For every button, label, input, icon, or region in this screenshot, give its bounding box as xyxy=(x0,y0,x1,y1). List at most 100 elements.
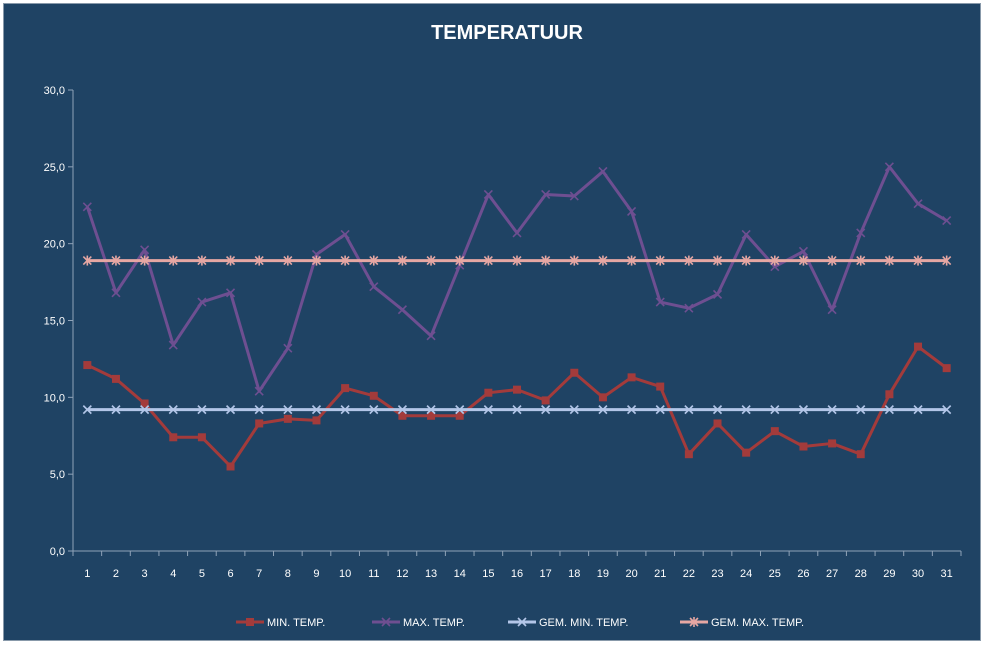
data-point-gem-max-temp xyxy=(168,255,178,266)
data-point-gem-min-temp xyxy=(541,405,551,415)
x-tick-label: 10 xyxy=(339,568,351,580)
data-point-max-temp xyxy=(798,246,809,256)
data-point-gem-min-temp xyxy=(225,405,236,415)
data-point-gem-max-temp xyxy=(311,255,322,266)
data-point-max-temp xyxy=(913,199,923,209)
x-tick-label: 22 xyxy=(683,568,695,580)
data-point-gem-max-temp xyxy=(512,255,522,266)
data-point-max-temp xyxy=(942,216,952,226)
legend-label-gem-min-temp: GEM. MIN. TEMP. xyxy=(539,617,628,629)
data-point-max-temp xyxy=(884,162,894,172)
data-point-max-temp xyxy=(254,386,264,396)
x-tick-label: 4 xyxy=(170,568,176,580)
data-point-gem-min-temp xyxy=(254,405,264,415)
data-point-gem-min-temp xyxy=(798,405,809,415)
data-point-min-temp xyxy=(627,373,636,382)
data-point-gem-min-temp xyxy=(942,405,952,415)
data-point-gem-min-temp xyxy=(741,405,751,415)
y-tick-label: 0,0 xyxy=(50,546,65,558)
data-point-min-temp xyxy=(427,411,436,420)
data-point-gem-max-temp xyxy=(913,255,923,266)
data-point-gem-min-temp xyxy=(913,405,923,415)
data-point-min-temp xyxy=(111,374,120,383)
x-tick-label: 24 xyxy=(740,568,752,580)
data-point-gem-max-temp xyxy=(225,255,236,266)
data-point-gem-min-temp xyxy=(827,405,837,415)
data-point-min-temp xyxy=(398,411,407,420)
data-point-max-temp xyxy=(225,288,236,298)
data-point-gem-max-temp xyxy=(254,255,264,266)
data-point-gem-max-temp xyxy=(397,255,407,266)
data-point-max-temp xyxy=(397,305,407,315)
data-point-gem-min-temp xyxy=(340,405,350,415)
data-point-min-temp xyxy=(914,342,923,351)
legend-marker-max-temp xyxy=(381,617,391,627)
data-point-min-temp xyxy=(369,391,378,400)
x-tick-label: 28 xyxy=(855,568,867,580)
data-point-gem-max-temp xyxy=(741,255,751,266)
data-point-min-temp xyxy=(570,368,579,377)
y-tick-label: 25,0 xyxy=(44,162,65,174)
data-point-gem-max-temp xyxy=(340,255,350,266)
data-point-gem-max-temp xyxy=(712,255,723,266)
legend-marker-gem-min-temp xyxy=(517,617,527,627)
data-point-gem-max-temp xyxy=(569,255,579,266)
data-point-max-temp xyxy=(512,228,522,238)
x-tick-label: 1 xyxy=(84,568,90,580)
y-tick-label: 20,0 xyxy=(44,239,65,251)
data-point-gem-min-temp xyxy=(684,405,694,415)
data-point-gem-max-temp xyxy=(684,255,694,266)
data-point-gem-max-temp xyxy=(455,255,465,266)
data-point-max-temp xyxy=(741,229,751,240)
data-point-max-temp xyxy=(569,191,579,201)
data-point-gem-min-temp xyxy=(455,405,465,415)
data-point-gem-max-temp xyxy=(483,255,493,266)
data-point-gem-max-temp xyxy=(627,255,637,266)
data-point-gem-min-temp xyxy=(197,405,207,415)
data-point-max-temp xyxy=(483,189,493,200)
data-point-gem-max-temp xyxy=(827,255,837,266)
x-tick-label: 16 xyxy=(511,568,523,580)
data-point-max-temp xyxy=(684,303,694,313)
x-tick-label: 13 xyxy=(425,568,437,580)
data-point-min-temp xyxy=(455,411,464,420)
data-point-min-temp xyxy=(255,419,264,428)
x-tick-label: 17 xyxy=(540,568,552,580)
data-point-gem-max-temp xyxy=(369,255,379,266)
x-tick-label: 9 xyxy=(313,568,319,580)
x-tick-label: 7 xyxy=(256,568,262,580)
data-point-gem-max-temp xyxy=(942,255,952,266)
data-point-min-temp xyxy=(484,388,493,397)
data-point-max-temp xyxy=(426,331,436,341)
data-point-max-temp xyxy=(856,228,866,238)
x-tick-label: 8 xyxy=(285,568,291,580)
data-point-min-temp xyxy=(885,390,894,399)
data-point-min-temp xyxy=(283,414,292,423)
data-point-gem-min-temp xyxy=(283,405,293,415)
y-tick-label: 5,0 xyxy=(50,469,65,481)
data-point-gem-min-temp xyxy=(856,405,866,415)
chart-title: TEMPERATUUR xyxy=(431,22,583,44)
data-point-max-temp xyxy=(369,282,379,292)
x-tick-label: 30 xyxy=(912,568,924,580)
data-point-min-temp xyxy=(226,462,235,471)
data-point-gem-max-temp xyxy=(798,255,809,266)
legend-label-max-temp: MAX. TEMP. xyxy=(403,617,465,629)
data-point-min-temp xyxy=(513,385,521,394)
x-tick-label: 18 xyxy=(568,568,580,580)
x-tick-label: 11 xyxy=(368,568,379,580)
x-tick-label: 23 xyxy=(711,568,723,580)
data-point-gem-max-temp xyxy=(770,255,780,266)
data-point-min-temp xyxy=(541,396,550,405)
data-point-min-temp xyxy=(83,361,92,370)
data-point-gem-min-temp xyxy=(598,405,608,415)
data-point-gem-max-temp xyxy=(655,255,665,266)
data-point-min-temp xyxy=(713,419,722,428)
data-point-min-temp xyxy=(598,393,607,402)
data-point-gem-min-temp xyxy=(483,405,493,415)
data-point-gem-max-temp xyxy=(283,255,293,266)
y-tick-label: 10,0 xyxy=(44,392,65,404)
data-point-gem-min-temp xyxy=(111,405,121,415)
data-point-gem-min-temp xyxy=(82,405,92,415)
data-point-max-temp xyxy=(827,305,837,315)
